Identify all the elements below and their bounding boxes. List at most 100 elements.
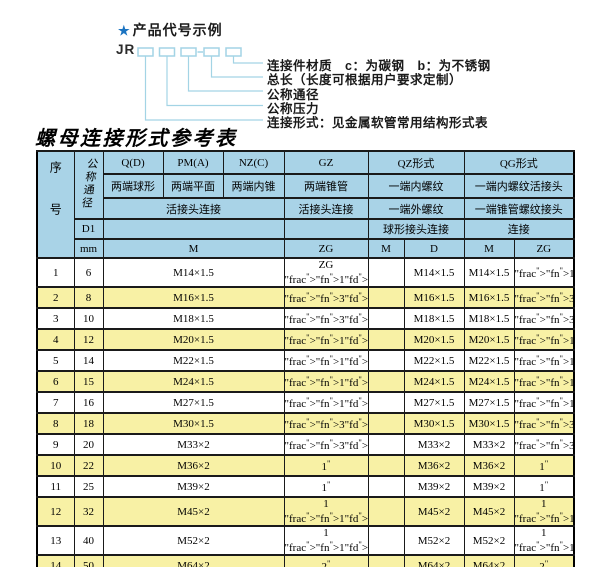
cell-gz: "frac">"fn">3"fd">8" — [283, 307, 369, 330]
cell-seq: 12 — [36, 496, 75, 527]
connector-line-form — [144, 56, 263, 121]
label-nominal-pressure: 公称压力 — [267, 102, 320, 116]
connector-line-diameter — [187, 56, 263, 92]
cell-gz: ZG "frac">"fn">1"fd">4" — [283, 257, 369, 288]
cell-qz-m — [367, 454, 405, 477]
empty-cell — [102, 218, 285, 240]
header-d1: D1 — [73, 218, 104, 240]
cell-qz-m — [367, 391, 405, 414]
cell-seq: 5 — [36, 349, 75, 372]
table-row: 818M30×1.5"frac">"fn">3"fd">4"M30×1.5M30… — [36, 412, 575, 435]
header-end-qz: 一端内螺纹 — [367, 173, 465, 199]
cell-dn: 40 — [73, 525, 104, 556]
header-group-pma: PM(A) — [162, 150, 224, 175]
header-unit-mm: mm — [73, 238, 104, 259]
cell-gz: "frac">"fn">1"fd">2" — [283, 391, 369, 414]
cell-qg-m: M36×2 — [463, 454, 515, 477]
cell-m: M14×1.5 — [102, 257, 285, 288]
header-conn-union: 活接头连接 — [102, 197, 285, 220]
table-row: 412M20×1.5"frac">"fn">1"fd">2"M20×1.5M20… — [36, 328, 575, 351]
table-row: 11 25 M39×2 1" M39×2 M39×2 1" — [36, 475, 575, 498]
cell-m: M64×2 — [102, 554, 285, 567]
cell-qg-m: M16×1.5 — [463, 286, 515, 309]
cell-gz: 1" — [283, 475, 369, 498]
cell-qz-m — [367, 496, 405, 527]
cell-qz-d: M64×2 — [403, 554, 465, 567]
cell-seq: 7 — [36, 391, 75, 414]
code-box-1 — [137, 47, 154, 57]
cell-qz-d: M20×1.5 — [403, 328, 465, 351]
nut-connection-reference-table: 序号 公称通径 Q(D) PM(A) NZ(C) GZ QZ形式 QG形式 两端… — [36, 150, 576, 567]
header-group-nzc: NZ(C) — [222, 150, 285, 175]
cell-dn: 14 — [73, 349, 104, 372]
cell-qz-d: M27×1.5 — [403, 391, 465, 414]
code-box-3 — [180, 47, 197, 57]
cell-gz: 1" — [283, 454, 369, 477]
cell-m: M20×1.5 — [102, 328, 285, 351]
table-row: 28M16×1.5"frac">"fn">3"fd">8"M16×1.5M16×… — [36, 286, 575, 309]
table-row: 310M18×1.5"frac">"fn">3"fd">8"M18×1.5M18… — [36, 307, 575, 330]
cell-dn: 22 — [73, 454, 104, 477]
header-group-gz: GZ — [283, 150, 369, 175]
header-conn-ball-joint: 球形接头连接 — [367, 218, 465, 240]
cell-qg-zg: 1 "frac">"fn">1"fd">2" — [513, 525, 575, 556]
cell-qg-m: M14×1.5 — [463, 257, 515, 288]
cell-qz-m — [367, 349, 405, 372]
cell-qg-m: M30×1.5 — [463, 412, 515, 435]
cell-m: M27×1.5 — [102, 391, 285, 414]
cell-m: M24×1.5 — [102, 370, 285, 393]
header-end-pma: 两端平面 — [162, 173, 224, 199]
cell-qg-m: M22×1.5 — [463, 349, 515, 372]
cell-gz: "frac">"fn">1"fd">2" — [283, 349, 369, 372]
cell-qz-m — [367, 307, 405, 330]
cell-qg-m: M45×2 — [463, 496, 515, 527]
cell-qg-m: M27×1.5 — [463, 391, 515, 414]
label-connector-material: 连接件材质 c：为碳钢 b：为不锈钢 — [267, 59, 491, 73]
cell-gz: 1 "frac">"fn">1"fd">2" — [283, 525, 369, 556]
cell-m: M33×2 — [102, 433, 285, 456]
header-unit-m: M — [102, 238, 285, 259]
cell-qg-zg: "frac">"fn">1"fd">2" — [513, 391, 575, 414]
cell-qz-d: M14×1.5 — [403, 257, 465, 288]
cell-qz-d: M18×1.5 — [403, 307, 465, 330]
cell-m: M18×1.5 — [102, 307, 285, 330]
cell-qz-d: M24×1.5 — [403, 370, 465, 393]
table-header: 序号 公称通径 Q(D) PM(A) NZ(C) GZ QZ形式 QG形式 两端… — [36, 150, 575, 259]
header-conn-plain: 连接 — [463, 218, 575, 240]
cell-dn: 16 — [73, 391, 104, 414]
cell-qg-zg: "frac">"fn">3"fd">8" — [513, 286, 575, 309]
table-row: 10 22 M36×2 1" M36×2 M36×2 1" — [36, 454, 575, 477]
cell-dn: 32 — [73, 496, 104, 527]
code-box-5 — [225, 47, 242, 57]
cell-qz-m — [367, 475, 405, 498]
table-row: 615M24×1.5"frac">"fn">1"fd">2"M24×1.5M24… — [36, 370, 575, 393]
cell-gz: "frac">"fn">3"fd">4" — [283, 433, 369, 456]
cell-seq: 1 — [36, 257, 75, 288]
cell-dn: 12 — [73, 328, 104, 351]
connector-line-length — [210, 56, 263, 78]
header-unit-zg: ZG — [283, 238, 369, 259]
table-row: 716M27×1.5"frac">"fn">1"fd">2"M27×1.5M27… — [36, 391, 575, 414]
header-unit-qz-d: D — [403, 238, 465, 259]
cell-qg-m: M18×1.5 — [463, 307, 515, 330]
cell-dn: 6 — [73, 257, 104, 288]
header-row-connection: 活接头连接 活接头连接 一端外螺纹 一端锥管螺纹接头 — [37, 197, 575, 220]
header-nominal-diameter: 公称通径 — [73, 150, 104, 220]
cell-dn: 25 — [73, 475, 104, 498]
cell-qg-zg: "frac">"fn">3"fd">4" — [513, 412, 575, 435]
cell-dn: 8 — [73, 286, 104, 309]
header-end-qd: 两端球形 — [102, 173, 164, 199]
cell-qg-zg: "frac">"fn">1"fd">2" — [513, 328, 575, 351]
diagram-title-text: 产品代号示例 — [132, 22, 223, 38]
cell-qz-d: M33×2 — [403, 433, 465, 456]
cell-qg-zg: "frac">"fn">1"fd">2" — [513, 370, 575, 393]
cell-qg-m: M52×2 — [463, 525, 515, 556]
header-end-gz: 两端锥管 — [283, 173, 369, 199]
cell-m: M39×2 — [102, 475, 285, 498]
cell-qg-m: M39×2 — [463, 475, 515, 498]
cell-gz: "frac">"fn">3"fd">8" — [283, 286, 369, 309]
cell-m: M22×1.5 — [102, 349, 285, 372]
